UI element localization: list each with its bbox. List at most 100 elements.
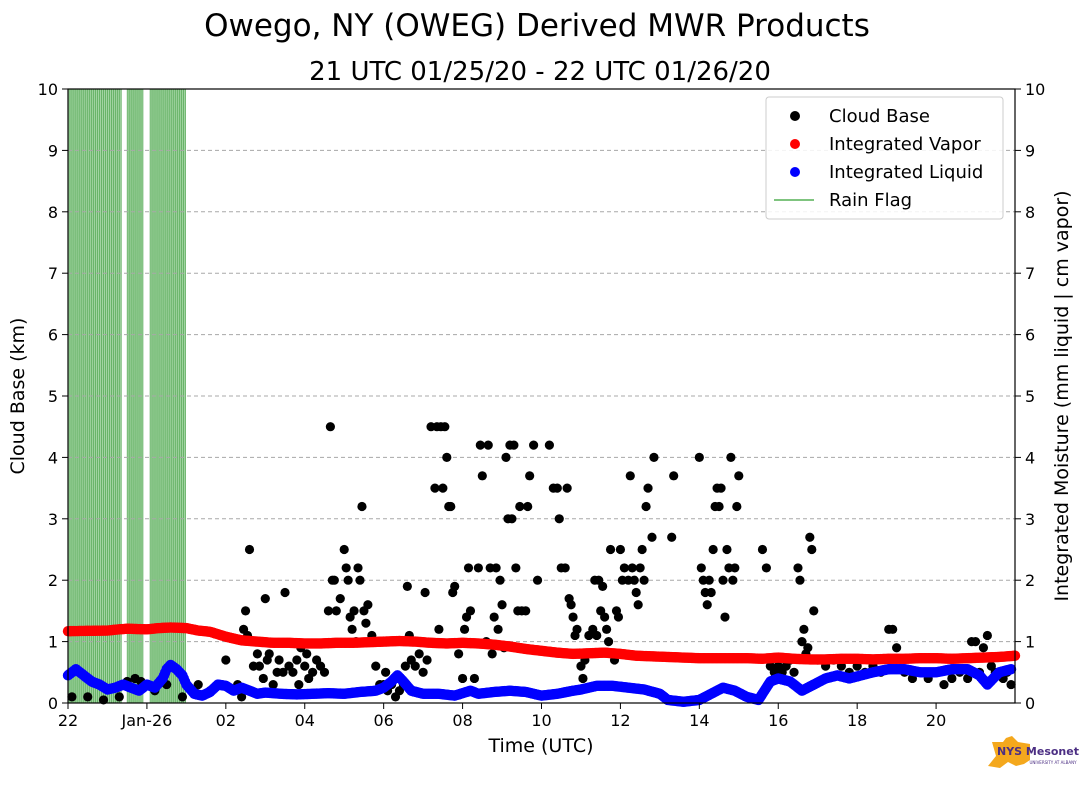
- logo-sub-text: UNIVERSITY AT ALBANY: [1029, 760, 1077, 765]
- data-point: [807, 544, 817, 555]
- y2-tick-label: 1: [1025, 633, 1035, 652]
- data-point: [331, 606, 341, 616]
- data-point: [483, 440, 493, 450]
- y2-tick-label: 3: [1025, 510, 1035, 529]
- x-tick-label: 04: [295, 711, 315, 730]
- data-point: [647, 532, 657, 542]
- data-point: [523, 501, 533, 512]
- data-point: [511, 563, 521, 573]
- data-point: [568, 612, 578, 622]
- x-tick-label: 18: [847, 711, 867, 730]
- y-tick-label: 5: [48, 387, 58, 406]
- data-point: [578, 673, 588, 684]
- data-point: [509, 440, 519, 450]
- data-point: [696, 563, 706, 573]
- data-point: [475, 440, 485, 450]
- y-tick-label: 6: [48, 326, 58, 345]
- data-point: [454, 649, 464, 659]
- data-point: [732, 501, 742, 512]
- data-point: [525, 471, 535, 481]
- y-tick-label: 10: [38, 80, 58, 99]
- data-point: [258, 673, 268, 684]
- data-point: [600, 612, 610, 622]
- data-point: [440, 422, 450, 432]
- x-tick-label: 10: [531, 711, 551, 730]
- data-point: [402, 581, 412, 591]
- data-point: [667, 532, 677, 542]
- data-point: [501, 452, 511, 462]
- y2-tick-label: 5: [1025, 387, 1035, 406]
- data-point: [244, 544, 255, 555]
- data-point: [221, 655, 231, 665]
- data-point: [469, 673, 480, 684]
- data-point: [83, 692, 93, 702]
- data-point: [430, 483, 440, 493]
- data-point: [704, 575, 714, 585]
- data-point: [240, 606, 251, 616]
- data-point: [438, 483, 448, 493]
- data-point: [726, 452, 736, 462]
- data-point: [669, 471, 679, 481]
- data-point: [708, 544, 718, 555]
- data-point: [450, 581, 460, 591]
- data-point: [566, 600, 576, 610]
- data-point: [803, 643, 813, 653]
- data-point: [434, 624, 444, 634]
- data-point: [278, 667, 288, 677]
- data-point: [400, 661, 410, 671]
- data-point: [252, 649, 262, 659]
- data-point: [459, 624, 470, 634]
- y-tick-label: 2: [48, 571, 58, 590]
- data-point: [521, 606, 531, 616]
- data-point: [734, 471, 744, 481]
- nys-mesonet-logo: NYS Mesonet UNIVERSITY AT ALBANY: [988, 736, 1079, 768]
- legend-label-integrated-vapor: Integrated Vapor: [829, 134, 981, 155]
- legend-box: [765, 96, 1004, 220]
- data-point: [465, 606, 476, 616]
- data-point: [797, 637, 807, 647]
- data-point: [491, 563, 501, 573]
- y2-tick-label: 2: [1025, 571, 1035, 590]
- data-point: [381, 667, 391, 677]
- y-tick-label: 0: [48, 694, 58, 713]
- y-tick-label: 9: [48, 141, 58, 160]
- legend-label-rain-flag: Rain Flag: [829, 190, 912, 211]
- data-point: [114, 692, 124, 702]
- data-point: [728, 575, 738, 585]
- data-point: [592, 630, 602, 641]
- legend-marker-cloud-base: [790, 111, 800, 121]
- data-point: [722, 544, 732, 555]
- data-point: [532, 575, 543, 585]
- data-point: [339, 544, 349, 555]
- x-tick-label: 22: [58, 711, 78, 730]
- data-point: [300, 661, 310, 671]
- y2-tick-label: 7: [1025, 264, 1035, 283]
- data-point: [463, 563, 474, 573]
- data-point: [343, 575, 353, 585]
- data-point: [789, 667, 799, 677]
- legend-label-integrated-liquid: Integrated Liquid: [829, 162, 983, 183]
- legend-marker-integrated-vapor: [790, 139, 800, 149]
- data-point: [288, 667, 298, 677]
- y2-tick-label: 4: [1025, 448, 1035, 467]
- data-point: [414, 649, 424, 659]
- legend-label-cloud-base: Cloud Base: [829, 106, 930, 127]
- data-points: [62, 422, 1021, 707]
- data-point: [477, 471, 487, 481]
- data-point: [625, 471, 635, 481]
- data-point: [1006, 679, 1016, 690]
- data-point: [353, 563, 363, 573]
- data-point: [260, 594, 270, 604]
- series-integrated-vapor: [62, 622, 1021, 665]
- data-point: [302, 649, 312, 659]
- data-point: [529, 440, 539, 450]
- data-point: [308, 667, 318, 677]
- data-point: [420, 587, 430, 598]
- data-point: [193, 679, 203, 690]
- data-point: [629, 575, 639, 585]
- data-point: [598, 581, 608, 591]
- data-point: [714, 501, 724, 512]
- data-point: [280, 587, 290, 598]
